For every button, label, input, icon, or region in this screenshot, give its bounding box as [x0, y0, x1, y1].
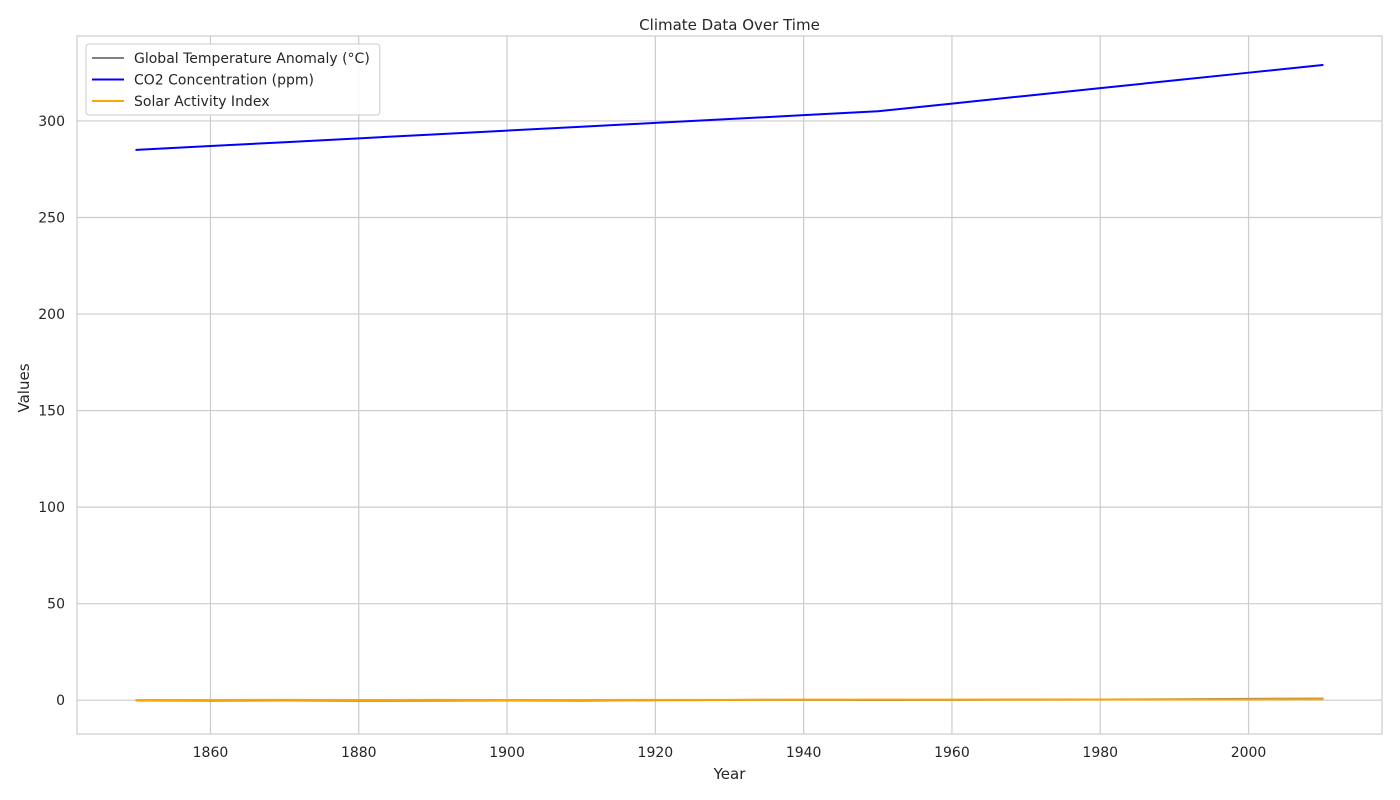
y-tick-label: 200 — [38, 307, 65, 323]
series-line-2 — [135, 63, 1324, 151]
legend-entry-3: Solar Activity Index — [134, 94, 269, 110]
x-tick-label: 2000 — [1231, 745, 1267, 761]
x-tick-label: 1960 — [934, 745, 970, 761]
y-tick-label: 150 — [38, 404, 65, 420]
y-axis-label: Values — [15, 363, 33, 412]
series-layer — [135, 63, 1324, 702]
y-tick-label: 300 — [38, 114, 65, 130]
y-tick-label: 100 — [38, 500, 65, 516]
y-tick-label: 50 — [47, 597, 65, 613]
x-tick-label: 1900 — [489, 745, 525, 761]
legend: Global Temperature Anomaly (°C) CO2 Conce… — [85, 43, 381, 116]
y-tick-label: 250 — [38, 210, 65, 226]
series-line-3 — [135, 698, 1324, 702]
grid — [77, 36, 1382, 734]
legend-entry-2: CO2 Concentration (ppm) — [134, 73, 314, 89]
x-tick-label: 1980 — [1082, 745, 1118, 761]
x-tick-label: 1940 — [786, 745, 822, 761]
y-tick-label: 0 — [56, 693, 65, 709]
legend-box — [85, 43, 381, 116]
x-tick-label: 1860 — [193, 745, 229, 761]
tick-labels: 1860 1880 1900 1920 1940 1960 1980 2000 0 50 100 15… — [38, 114, 1266, 761]
x-tick-label: 1880 — [341, 745, 377, 761]
x-tick-label: 1920 — [638, 745, 674, 761]
plot-frame — [76, 35, 1383, 735]
legend-entry-1: Global Temperature Anomaly (°C) — [134, 51, 370, 67]
x-axis-label: Year — [713, 765, 747, 783]
chart-title: Climate Data Over Time — [639, 16, 820, 34]
